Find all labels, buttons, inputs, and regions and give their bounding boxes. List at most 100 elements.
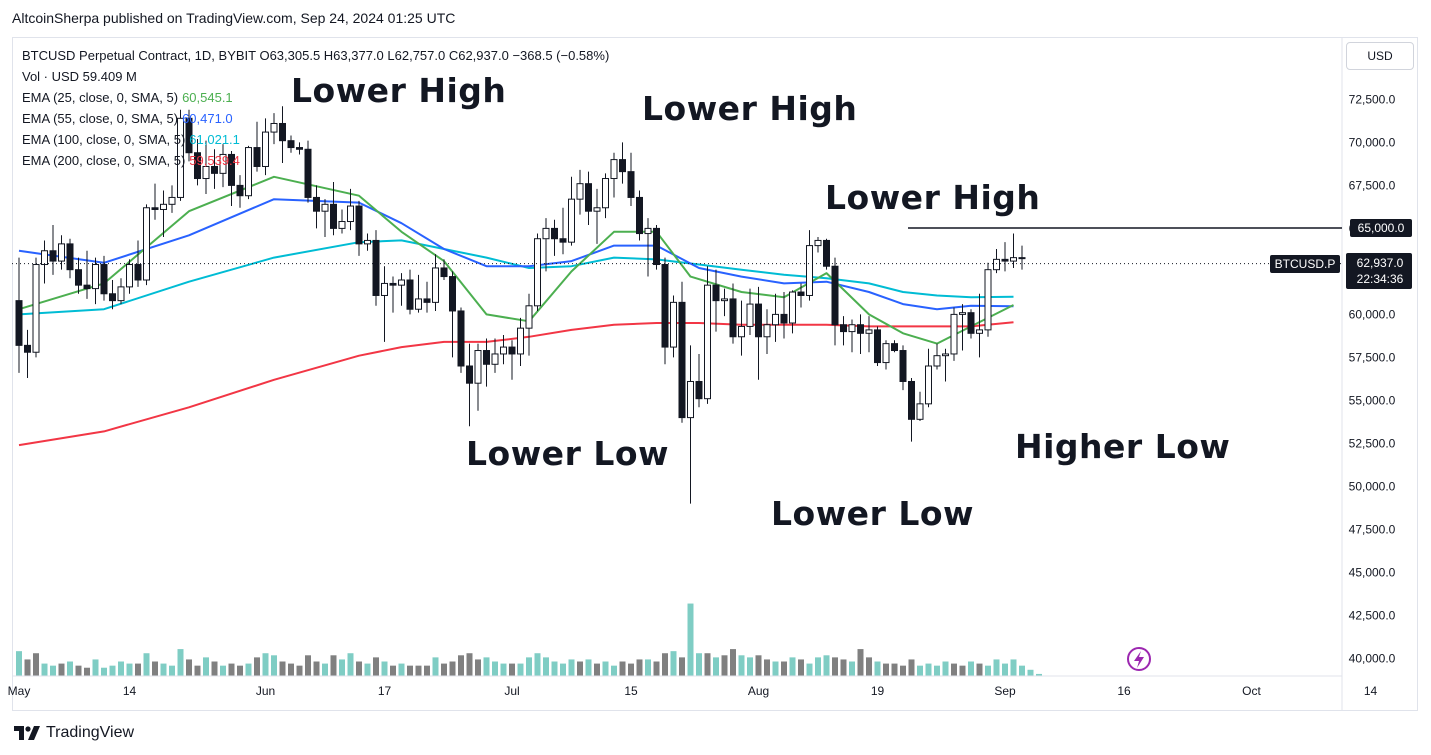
volume-bar xyxy=(186,659,192,676)
volume-bar xyxy=(330,655,337,676)
ema200-row[interactable]: EMA (200, close, 0, SMA, 5) 59,539.4 xyxy=(22,150,609,171)
volume-bar xyxy=(585,659,592,676)
y-tick-label: 47,500.0 xyxy=(1349,522,1396,536)
volume-bar xyxy=(16,651,22,676)
candle-up xyxy=(721,298,728,302)
volume-bar xyxy=(789,657,796,676)
volume-bar xyxy=(41,663,48,676)
symbol-tag-bg xyxy=(1270,255,1340,273)
candle-down xyxy=(24,344,31,353)
volume-bar xyxy=(407,665,413,676)
volume-bar xyxy=(806,663,813,676)
volume-bar xyxy=(662,653,668,676)
candle-up xyxy=(644,227,652,235)
volume-bar xyxy=(670,651,677,676)
ema25-row[interactable]: EMA (25, close, 0, SMA, 5) 60,545.1 xyxy=(22,87,609,108)
candle-down xyxy=(695,380,703,400)
x-tick-label: Jul xyxy=(504,684,519,698)
annotation-higher-low: Higher Low xyxy=(1015,427,1231,466)
candle-up xyxy=(942,353,949,357)
volume-bar xyxy=(424,665,430,676)
volume-bar xyxy=(874,661,881,676)
ema100-row[interactable]: EMA (100, close, 0, SMA, 5) 61,021.1 xyxy=(22,129,609,150)
candle-up xyxy=(933,355,941,367)
volume-bar xyxy=(475,659,481,676)
lightning-icon[interactable] xyxy=(1127,647,1151,671)
ema200-line xyxy=(18,321,1014,447)
candle-down xyxy=(755,303,762,338)
volume-bar xyxy=(492,661,498,676)
annotation-lower-high-2: Lower High xyxy=(642,89,858,128)
candle-down xyxy=(678,301,686,419)
candle-up xyxy=(687,380,694,419)
ema100-label: EMA (100, close, 0, SMA, 5) xyxy=(22,132,186,147)
volume-bar xyxy=(50,665,56,676)
candle-down xyxy=(253,147,261,167)
candle-down xyxy=(304,148,312,198)
candle-up xyxy=(177,117,184,198)
candle-up xyxy=(245,147,252,197)
candle-down xyxy=(66,243,74,271)
y-tick-label: 55,000.0 xyxy=(1349,393,1396,407)
candle-down xyxy=(49,250,57,262)
volume-bar xyxy=(526,657,532,676)
volume-line: Vol · USD 59.409 M xyxy=(22,69,137,84)
volume-bar xyxy=(109,665,116,676)
candle-down xyxy=(636,196,643,235)
candle-up xyxy=(593,207,601,212)
volume-bar xyxy=(823,655,830,676)
candle-down xyxy=(211,165,218,174)
x-tick-label: Sep xyxy=(994,684,1016,698)
volume-bar xyxy=(169,665,175,676)
volume-bar xyxy=(347,653,354,676)
footer-brand[interactable]: TradingView xyxy=(14,724,134,742)
tradingview-logo-icon xyxy=(14,726,40,740)
candle-up xyxy=(262,131,269,167)
candle-down xyxy=(100,264,108,295)
candles xyxy=(15,106,1026,504)
publisher-line: AltcoinSherpa published on TradingView.c… xyxy=(12,10,456,26)
countdown-tag: 22:34:36 xyxy=(1357,272,1404,286)
volume-bar xyxy=(985,665,991,676)
candle-up xyxy=(882,343,890,364)
volume-bar xyxy=(900,665,906,676)
candle-up xyxy=(738,325,745,338)
ema55-label: EMA (55, close, 0, SMA, 5) xyxy=(22,111,179,126)
candle-up xyxy=(41,250,48,266)
annotation-lower-low-2: Lower Low xyxy=(771,494,975,533)
currency-button[interactable]: USD xyxy=(1346,42,1414,70)
candle-down xyxy=(831,265,839,326)
ema100-value: 61,021.1 xyxy=(189,132,240,147)
volume-bar xyxy=(75,665,82,676)
volume-bar xyxy=(1019,665,1025,676)
annotation-lower-high-1: Lower High xyxy=(291,71,507,110)
volume-bar xyxy=(611,665,617,676)
candle-up xyxy=(219,153,227,174)
volume-bar xyxy=(781,661,787,676)
volume-bar xyxy=(696,653,702,676)
x-tick-label: 15 xyxy=(624,684,638,698)
volume-bar xyxy=(373,657,379,676)
volume-bar xyxy=(220,665,226,676)
volume-bar xyxy=(925,663,932,676)
candle-down xyxy=(780,313,788,324)
x-tick-label: Oct xyxy=(1242,684,1261,698)
candle-down xyxy=(483,350,490,365)
candle-down xyxy=(653,227,660,266)
candle-up xyxy=(704,284,711,400)
candle-down xyxy=(330,203,337,229)
ema55-row[interactable]: EMA (55, close, 0, SMA, 5) 60,471.0 xyxy=(22,108,609,129)
candle-up xyxy=(959,312,966,315)
volume-bar xyxy=(101,667,107,676)
volume-bar xyxy=(959,665,966,676)
volume-bar xyxy=(849,661,855,676)
volume-bar xyxy=(211,661,218,676)
candle-up xyxy=(984,269,992,331)
candle-down xyxy=(627,171,635,198)
candle-down xyxy=(15,300,23,346)
y-tick-label: 52,500.0 xyxy=(1349,436,1396,450)
candle-up xyxy=(491,353,499,365)
candle-up xyxy=(865,329,873,334)
candle-down xyxy=(423,298,431,303)
